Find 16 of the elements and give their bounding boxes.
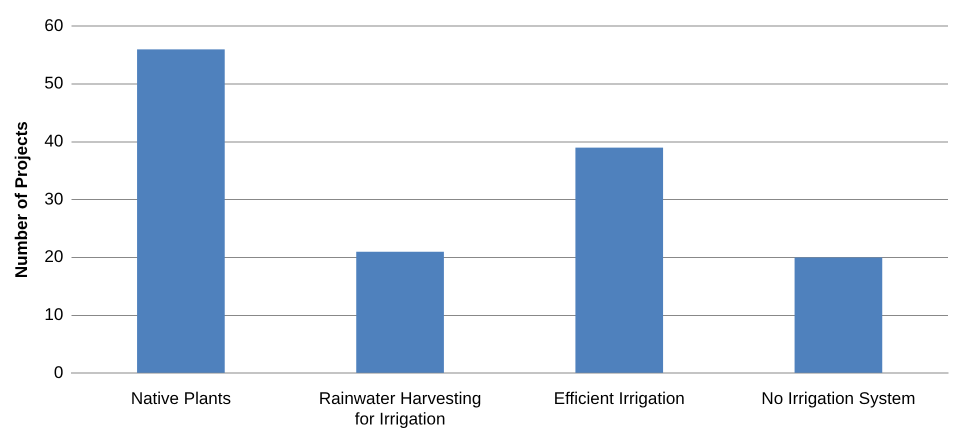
y-tick-label: 50	[44, 74, 64, 93]
y-axis-title: Number of Projects	[12, 121, 31, 278]
bar	[137, 49, 225, 373]
y-tick-label: 40	[44, 132, 64, 151]
bar	[575, 148, 664, 373]
y-tick-label: 30	[44, 189, 64, 208]
x-tick-label: Efficient Irrigation	[554, 389, 685, 408]
bar	[356, 252, 444, 373]
y-tick-label: 20	[44, 247, 64, 266]
x-tick-label: Native Plants	[130, 389, 231, 408]
x-tick-label: Rainwater Harvesting for Irrigation	[318, 389, 482, 428]
bar	[794, 258, 882, 373]
y-tick-label: 60	[44, 16, 64, 35]
y-tick-label: 10	[44, 305, 64, 324]
y-tick-label: 0	[54, 362, 64, 382]
x-tick-label: No Irrigation System	[761, 389, 916, 408]
